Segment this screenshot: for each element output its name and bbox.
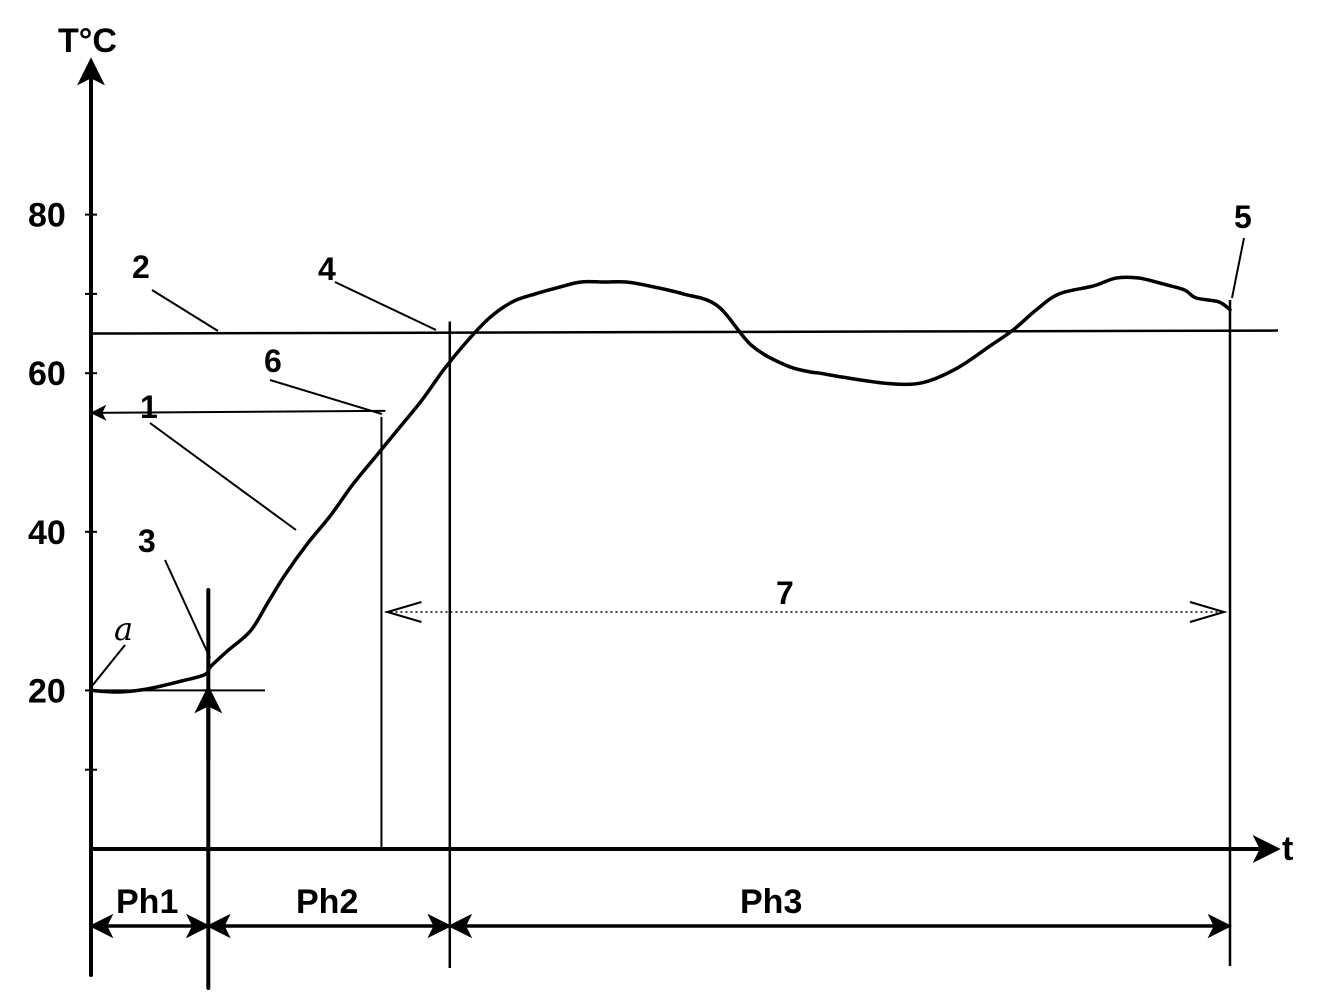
y-tick-label-0: 80 — [28, 197, 66, 235]
x-axis-title: t — [1282, 830, 1293, 868]
annotation-4: 4 — [318, 251, 336, 287]
annotation-3: 3 — [138, 523, 156, 559]
setpoint-line — [91, 331, 1278, 334]
leader-4 — [335, 282, 436, 330]
leader-1 — [150, 423, 296, 530]
phase2-label: Ph2 — [296, 883, 358, 921]
annotation-6: 6 — [264, 343, 282, 379]
phase3-label: Ph3 — [740, 883, 802, 921]
leader-5 — [1232, 238, 1244, 298]
leader-6 — [270, 380, 382, 414]
leader-3 — [165, 560, 210, 658]
y-ticks: 80 60 40 20 — [28, 197, 97, 770]
leader-a — [92, 645, 125, 686]
annotation-7: 7 — [776, 575, 794, 611]
annotation-1: 1 — [140, 389, 158, 425]
y-tick-label-3: 40 — [28, 514, 66, 552]
y-tick-label-2: 60 — [28, 355, 66, 393]
temperature-curve — [91, 277, 1230, 692]
y-axis-title: T°C — [58, 22, 117, 60]
y-tick-label-4: 20 — [28, 672, 66, 710]
annotation-leaders — [92, 238, 1244, 686]
annotation-5: 5 — [1234, 199, 1252, 235]
annotation-2: 2 — [132, 249, 150, 285]
annotation-a: a — [114, 610, 133, 648]
intermediate-level-line — [93, 411, 385, 413]
phase1-label: Ph1 — [116, 883, 178, 921]
leader-2 — [152, 290, 218, 331]
